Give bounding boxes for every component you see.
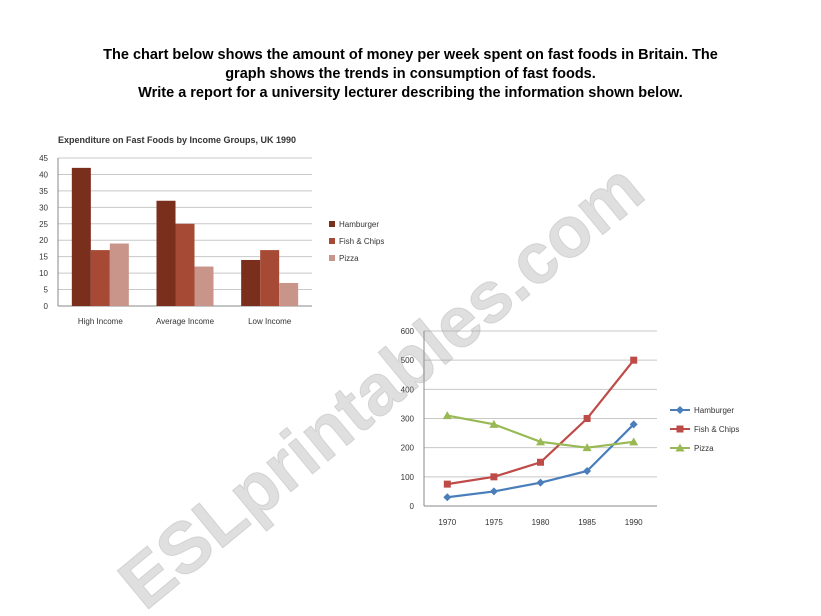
- line-point: [443, 480, 451, 488]
- instructions-header: The chart below shows the amount of mone…: [0, 46, 821, 103]
- bar-y-tick-label: 15: [39, 253, 48, 262]
- line-y-tick-label: 200: [401, 444, 415, 453]
- bar: [279, 282, 299, 306]
- line-chart-x-ticks: 1970 1975 1980 1985 1990: [438, 518, 643, 527]
- bar: [260, 250, 280, 306]
- line-legend-label: Hamburger: [694, 406, 734, 415]
- line-point: [442, 411, 452, 420]
- header-line-2: graph shows the trends in consumption of…: [225, 66, 596, 82]
- bar-chart-legend: Hamburger Fish & Chips Pizza: [329, 220, 384, 263]
- line-point: [536, 437, 545, 446]
- header-line-3: Write a report for a university lecturer…: [138, 85, 683, 101]
- bar-y-tick-label: 30: [39, 203, 48, 212]
- header-line-1: The chart below shows the amount of mone…: [103, 47, 718, 63]
- bar-category-label: Average Income: [156, 317, 215, 326]
- bar: [241, 259, 261, 306]
- bar-y-tick-label: 25: [39, 220, 48, 229]
- line-chart-series: [442, 356, 639, 502]
- bar-chart-title: Expenditure on Fast Foods by Income Grou…: [58, 135, 296, 145]
- bar-legend-label: Fish & Chips: [339, 237, 384, 246]
- bar: [109, 243, 129, 306]
- bar-chart-categories: High Income Average Income Low Income: [78, 317, 292, 326]
- line-x-tick-label: 1980: [532, 518, 550, 527]
- line-legend-label: Fish & Chips: [694, 425, 739, 434]
- bar-y-tick-label: 10: [39, 269, 48, 278]
- line-point: [583, 467, 592, 475]
- bar-legend-label: Pizza: [339, 254, 359, 263]
- bar: [156, 200, 176, 306]
- bar-chart-bars: [71, 167, 299, 306]
- line-y-tick-label: 600: [401, 327, 415, 336]
- bar-y-tick-label: 40: [39, 170, 48, 179]
- bar: [175, 223, 195, 306]
- bar-legend-swatch: [329, 255, 335, 261]
- line-point: [489, 419, 499, 428]
- line-y-tick-label: 0: [410, 502, 415, 511]
- bar-legend-swatch: [329, 238, 335, 244]
- line-x-tick-label: 1975: [485, 518, 503, 527]
- line-y-tick-label: 500: [401, 356, 415, 365]
- line-point: [537, 458, 544, 466]
- line-point: [630, 356, 638, 364]
- line-x-tick-label: 1985: [578, 518, 596, 527]
- line-y-tick-label: 100: [401, 473, 415, 482]
- line-x-tick-label: 1970: [438, 518, 456, 527]
- bar-y-tick-label: 0: [44, 302, 49, 311]
- bar-y-tick-label: 45: [39, 154, 48, 163]
- bar-y-tick-label: 35: [39, 187, 48, 196]
- line-point: [675, 443, 685, 452]
- line-chart-legend: Hamburger Fish & Chips Pizza: [670, 406, 739, 453]
- line-point: [629, 437, 639, 446]
- bar-category-label: High Income: [78, 317, 123, 326]
- line-point: [490, 473, 498, 481]
- bar: [194, 266, 214, 306]
- line-point: [676, 406, 684, 414]
- line-y-tick-label: 400: [401, 385, 415, 394]
- bar-legend-label: Hamburger: [339, 220, 379, 229]
- line-point: [443, 493, 452, 502]
- line-point: [536, 478, 545, 487]
- line-point: [489, 487, 498, 496]
- bar-legend-swatch: [329, 221, 335, 227]
- line-legend-label: Pizza: [694, 444, 714, 453]
- line-point: [583, 415, 591, 422]
- bar: [90, 250, 110, 306]
- line-x-tick-label: 1990: [625, 518, 643, 527]
- line-chart-gridlines: [423, 330, 657, 507]
- line-point: [629, 420, 638, 429]
- line-y-tick-label: 300: [401, 415, 415, 424]
- bar-category-label: Low Income: [248, 317, 292, 326]
- bar: [71, 167, 91, 306]
- bar-y-tick-label: 20: [39, 236, 48, 245]
- line-point: [676, 425, 684, 433]
- bar-y-tick-label: 5: [44, 286, 49, 295]
- line-point: [582, 443, 592, 452]
- line-chart-y-ticks: 0 100 200 300 400 500 600: [401, 327, 415, 511]
- bar-chart-y-ticks: 0 5 10 15 20 25 30 35 40 45: [39, 154, 48, 311]
